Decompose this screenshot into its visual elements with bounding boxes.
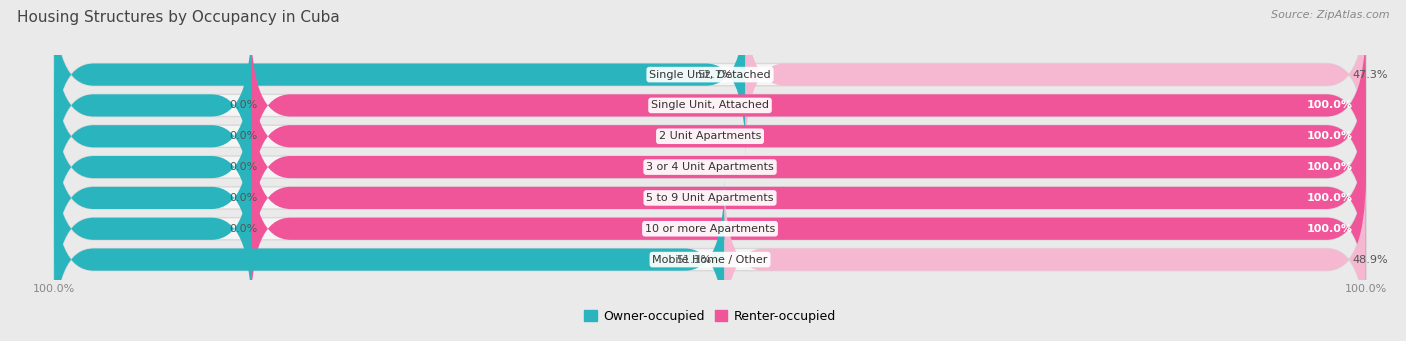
FancyBboxPatch shape — [252, 24, 1365, 187]
Text: Mobile Home / Other: Mobile Home / Other — [652, 255, 768, 265]
Text: 100.0%: 100.0% — [1306, 131, 1353, 141]
Text: Single Unit, Attached: Single Unit, Attached — [651, 101, 769, 110]
FancyBboxPatch shape — [252, 147, 1365, 310]
Text: 100.0%: 100.0% — [1306, 162, 1353, 172]
FancyBboxPatch shape — [55, 147, 252, 310]
FancyBboxPatch shape — [252, 117, 1365, 279]
FancyBboxPatch shape — [55, 0, 1365, 156]
FancyBboxPatch shape — [55, 55, 252, 218]
FancyBboxPatch shape — [724, 178, 1365, 341]
Text: 100.0%: 100.0% — [1306, 193, 1353, 203]
Text: 100.0%: 100.0% — [1306, 101, 1353, 110]
FancyBboxPatch shape — [252, 55, 1365, 218]
Text: Single Unit, Detached: Single Unit, Detached — [650, 70, 770, 79]
Text: Housing Structures by Occupancy in Cuba: Housing Structures by Occupancy in Cuba — [17, 10, 340, 25]
Text: 3 or 4 Unit Apartments: 3 or 4 Unit Apartments — [647, 162, 773, 172]
FancyBboxPatch shape — [55, 86, 252, 249]
Text: 5 to 9 Unit Apartments: 5 to 9 Unit Apartments — [647, 193, 773, 203]
Text: 0.0%: 0.0% — [229, 162, 257, 172]
FancyBboxPatch shape — [55, 55, 1365, 218]
FancyBboxPatch shape — [745, 0, 1365, 156]
Text: 10 or more Apartments: 10 or more Apartments — [645, 224, 775, 234]
Text: 0.0%: 0.0% — [229, 131, 257, 141]
FancyBboxPatch shape — [55, 24, 252, 187]
FancyBboxPatch shape — [55, 147, 1365, 310]
Legend: Owner-occupied, Renter-occupied: Owner-occupied, Renter-occupied — [585, 310, 835, 323]
FancyBboxPatch shape — [55, 86, 1365, 249]
Text: 0.0%: 0.0% — [229, 101, 257, 110]
FancyBboxPatch shape — [55, 117, 252, 279]
Text: 52.7%: 52.7% — [697, 70, 733, 79]
Text: 2 Unit Apartments: 2 Unit Apartments — [659, 131, 761, 141]
Text: 51.1%: 51.1% — [676, 255, 711, 265]
FancyBboxPatch shape — [55, 178, 1365, 341]
FancyBboxPatch shape — [252, 86, 1365, 249]
Text: Source: ZipAtlas.com: Source: ZipAtlas.com — [1271, 10, 1389, 20]
Text: 100.0%: 100.0% — [1306, 224, 1353, 234]
FancyBboxPatch shape — [55, 0, 745, 156]
Text: 47.3%: 47.3% — [1353, 70, 1388, 79]
FancyBboxPatch shape — [55, 178, 724, 341]
FancyBboxPatch shape — [55, 24, 1365, 187]
Text: 48.9%: 48.9% — [1353, 255, 1388, 265]
Text: 0.0%: 0.0% — [229, 193, 257, 203]
FancyBboxPatch shape — [55, 117, 1365, 279]
Text: 0.0%: 0.0% — [229, 224, 257, 234]
